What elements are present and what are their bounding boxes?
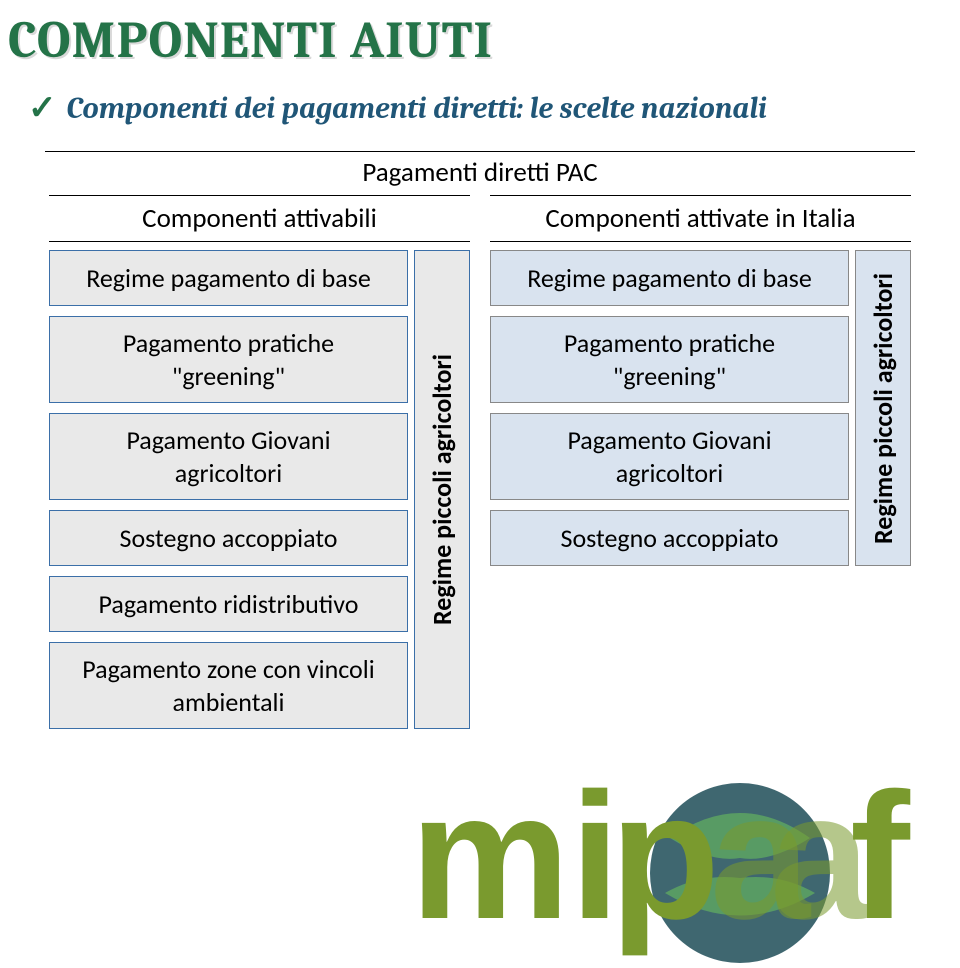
svg-text:m: m [410,756,562,957]
column-attivate: Componenti attivate in Italia Regime pag… [490,195,911,729]
box: Regime pagamento di base [490,250,849,306]
column-attivabili: Componenti attivabili Regime pagamento d… [49,195,470,729]
box: Pagamento ridistributivo [49,576,408,632]
box: Pagamento Giovani agricoltori [490,413,849,500]
box: Regime pagamento di base [49,250,408,306]
right-header: Componenti attivate in Italia [490,195,911,241]
right-sidebar: Regime piccoli agricoltori [855,250,911,566]
left-header: Componenti attivabili [49,195,470,241]
box: Pagamento Giovani agricoltori [49,413,408,500]
subtitle-row: ✓ Componenti dei pagamenti diretti: le s… [0,70,960,128]
left-sidebar: Regime piccoli agricoltori [414,250,470,729]
check-icon: ✓ [28,88,57,128]
svg-text:i: i [570,756,612,957]
mipaaf-logo: m i p a a f [410,698,930,968]
box: Pagamento pratiche "greening" [49,316,408,403]
svg-text:p: p [610,756,713,957]
box: Sostegno accoppiato [490,510,849,566]
subtitle-text: Componenti dei pagamenti diretti: le sce… [67,91,767,126]
svg-text:f: f [850,756,911,957]
diagram-table: Pagamenti diretti PAC Componenti attivab… [45,145,915,729]
box: Pagamento pratiche "greening" [490,316,849,403]
page-title: COMPONENTI AIUTI [0,0,960,70]
box: Pagamento zone con vincoli ambientali [49,642,408,729]
box: Sostegno accoppiato [49,510,408,566]
outer-header: Pagamenti diretti PAC [45,151,915,195]
